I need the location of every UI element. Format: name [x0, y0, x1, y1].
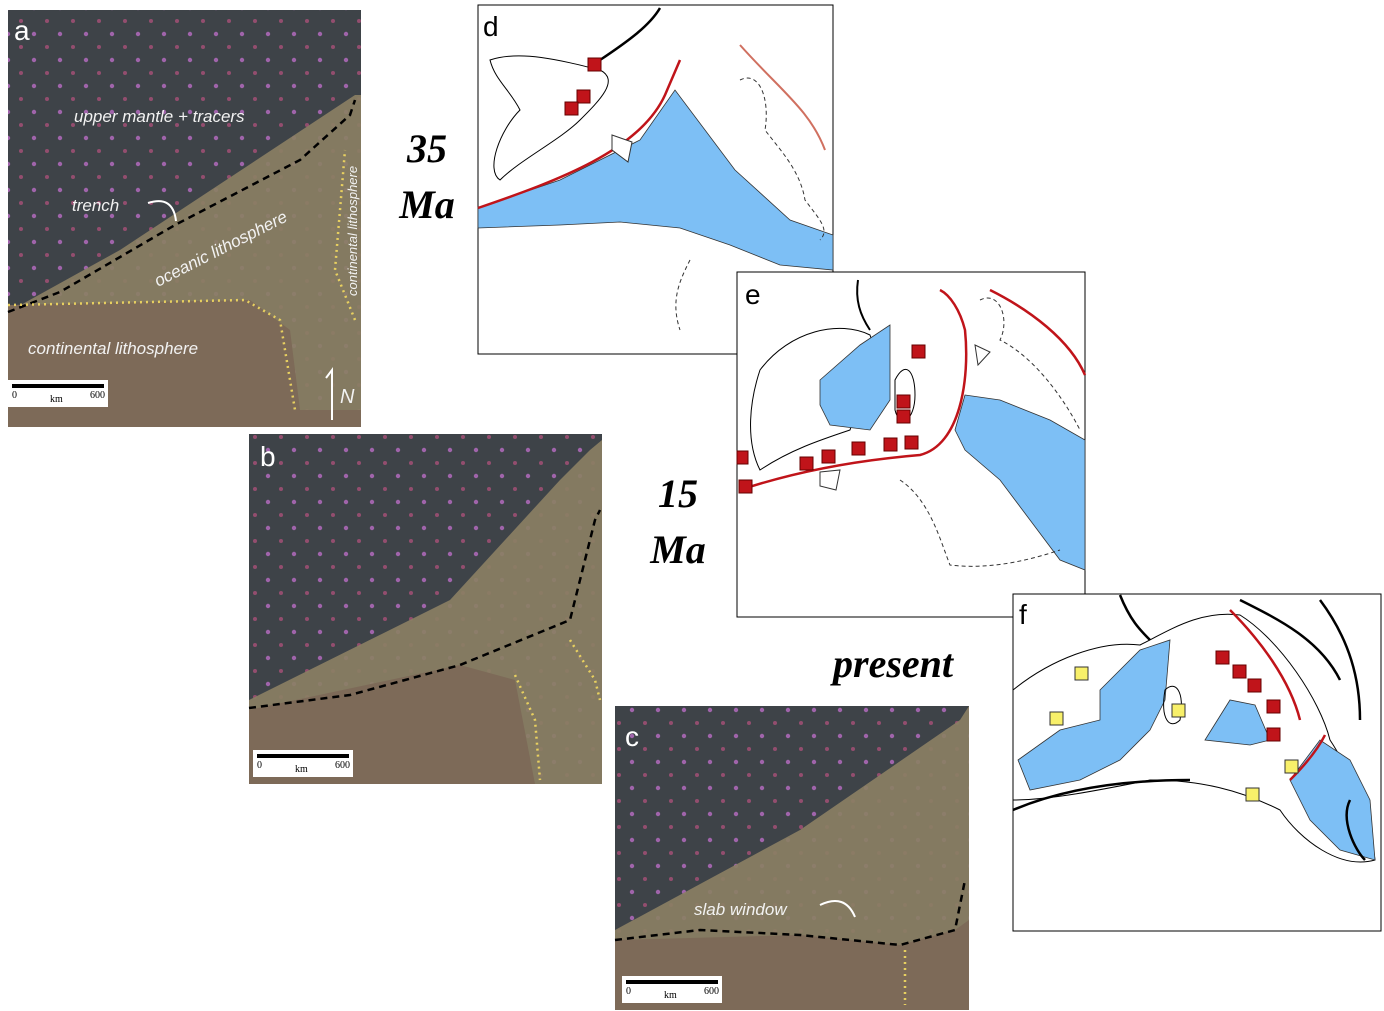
panel-label: c — [625, 721, 639, 752]
panel-label: f — [1019, 599, 1027, 630]
map-e: e — [737, 272, 1085, 617]
age-unit: Ma — [649, 527, 706, 572]
scale-end: 600 — [335, 760, 350, 771]
annotation: slab window — [694, 900, 788, 919]
panel-b: b 0 km 600 — [249, 434, 602, 784]
panel-a: a upper mantle + tracers trench oceanic … — [8, 10, 361, 427]
scale-unit: km — [50, 394, 63, 405]
age-value: 15 — [658, 471, 698, 516]
age-value: 35 — [406, 126, 447, 171]
annotation: continental lithosphere — [345, 166, 360, 296]
panel-c: c slab window 0 km 600 — [615, 706, 969, 1010]
annotation: upper mantle + tracers — [74, 107, 245, 126]
annotation: continental lithosphere — [28, 339, 198, 358]
panel-label: e — [745, 279, 761, 310]
map-f: f — [1013, 594, 1381, 931]
scale-bar: 0 km 600 — [8, 380, 108, 407]
panel-label: a — [14, 15, 30, 46]
panel-label: b — [260, 441, 276, 472]
scale-start: 0 — [626, 986, 631, 997]
scale-unit: km — [295, 764, 308, 775]
annotation: trench — [72, 196, 119, 215]
scale-start: 0 — [257, 760, 262, 771]
north: N — [340, 386, 355, 408]
panel-label: d — [483, 11, 499, 42]
figure: a upper mantle + tracers trench oceanic … — [0, 0, 1384, 1011]
scale-end: 600 — [704, 986, 719, 997]
age-unit: Ma — [398, 182, 455, 227]
scale-bar: 0 km 600 — [253, 750, 353, 777]
scale-unit: km — [664, 990, 677, 1001]
age-value: present — [830, 641, 955, 686]
scale-start: 0 — [12, 390, 17, 401]
scale-bar: 0 km 600 — [622, 976, 722, 1003]
scale-end: 600 — [90, 390, 105, 401]
